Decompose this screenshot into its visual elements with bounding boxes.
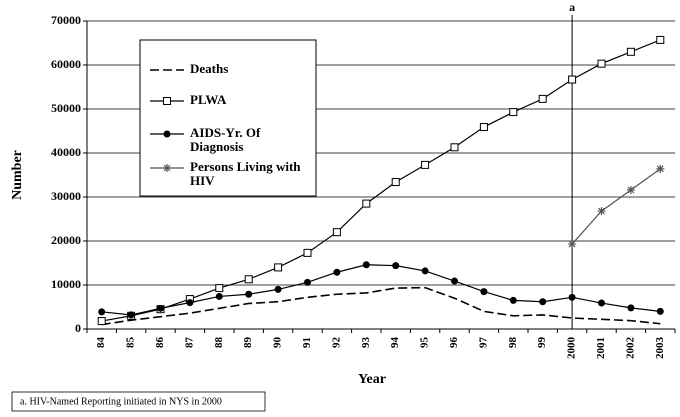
x-tick-label: 87 [183, 337, 195, 349]
marker [244, 275, 253, 284]
x-tick-label: 84 [95, 337, 107, 349]
marker [539, 298, 547, 306]
legend-label-box: Deaths [190, 62, 229, 76]
marker [303, 248, 312, 257]
y-axis-label: Number [10, 150, 25, 200]
marker [391, 178, 400, 187]
marker [656, 164, 665, 173]
marker [627, 304, 635, 312]
marker [274, 285, 282, 293]
y-tick-label: 70000 [51, 13, 81, 27]
marker [362, 199, 371, 208]
marker [332, 228, 341, 237]
marker [97, 317, 106, 326]
footnote-box [11, 391, 266, 412]
x-tick-label: 90 [272, 337, 284, 349]
marker [509, 296, 517, 304]
legend-label: PLWA [190, 93, 227, 107]
marker [163, 97, 171, 105]
marker [362, 261, 370, 269]
y-tick-label: 60000 [51, 57, 81, 71]
y-tick-label: 40000 [51, 145, 81, 159]
x-tick-label: 95 [419, 337, 431, 349]
marker [626, 47, 635, 56]
legend-label-box: PLWA [190, 93, 227, 107]
x-tick-label: 99 [536, 337, 548, 349]
marker [215, 292, 223, 300]
marker [597, 207, 606, 216]
marker [451, 277, 458, 285]
x-tick-label: 85 [125, 337, 137, 349]
marker [509, 108, 518, 117]
series-line [571, 168, 661, 245]
y-tick-label: 10000 [51, 277, 81, 291]
x-tick-label: 96 [448, 337, 460, 349]
marker [597, 59, 606, 68]
y-tick-label: 0 [75, 321, 81, 335]
marker [479, 123, 488, 132]
series-line [101, 39, 661, 322]
x-tick-label: 91 [301, 337, 313, 348]
x-tick-label: 89 [242, 337, 254, 349]
marker [450, 143, 459, 152]
x-tick-label: 2002 [624, 337, 636, 360]
marker [127, 311, 135, 319]
marker [98, 308, 106, 316]
x-tick-label: 88 [213, 337, 225, 349]
x-tick-label: 98 [507, 337, 519, 349]
x-tick-label: 97 [477, 337, 489, 349]
marker [538, 94, 547, 103]
legend-label: Deaths [190, 62, 229, 76]
x-tick-label: 2001 [595, 337, 607, 359]
marker [304, 278, 311, 286]
footnote: a. HIV-Named Reporting initiated in NYS … [20, 396, 222, 407]
marker [215, 284, 224, 293]
legend-label-box: AIDS-Yr. Of Diagnosis [190, 126, 261, 154]
x-tick-label: 94 [389, 337, 401, 349]
x-tick-label: 86 [154, 337, 166, 349]
marker [274, 263, 283, 272]
y-tick-label: 50000 [51, 101, 81, 115]
marker [568, 240, 577, 249]
marker [656, 307, 664, 315]
marker [598, 299, 605, 307]
legend-label-box: Persons Living with HIV [190, 160, 301, 188]
x-axis-label: Year [358, 372, 386, 387]
marker [421, 160, 430, 169]
x-tick-label: 93 [360, 337, 372, 349]
marker [163, 164, 171, 172]
series-line [101, 264, 661, 316]
annotation: a [569, 0, 575, 14]
series-line [101, 286, 661, 326]
marker [163, 130, 171, 138]
x-tick-label: 2003 [654, 337, 666, 360]
marker [157, 304, 164, 312]
y-tick-label: 30000 [51, 189, 81, 203]
legend-label: Persons Living with HIV [190, 160, 301, 188]
y-tick-label: 20000 [51, 233, 81, 247]
marker [245, 290, 253, 298]
x-tick-label: 2000 [566, 337, 578, 360]
x-tick-label: 92 [330, 337, 342, 349]
marker [186, 299, 194, 307]
marker [626, 185, 635, 194]
legend-label: AIDS-Yr. Of Diagnosis [190, 126, 261, 154]
marker [333, 268, 341, 276]
marker [421, 267, 429, 275]
marker [392, 262, 400, 270]
marker [568, 293, 576, 301]
marker [656, 35, 665, 44]
marker [480, 288, 488, 296]
marker [568, 75, 577, 84]
